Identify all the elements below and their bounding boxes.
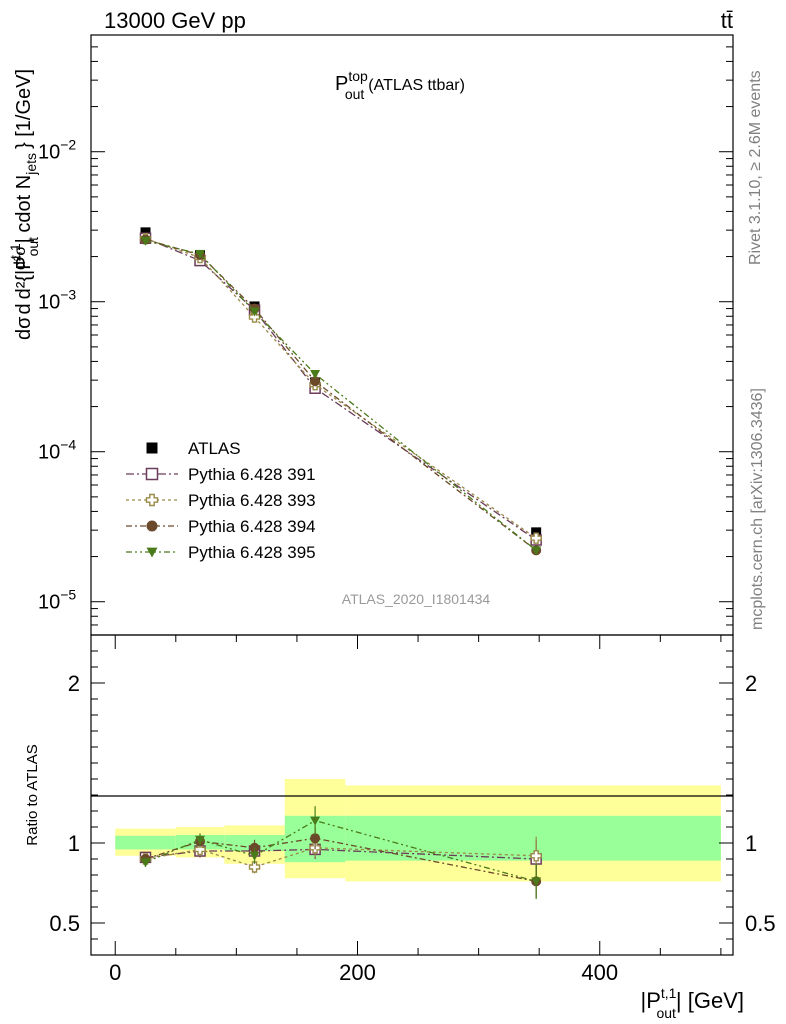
energy-label: 13000 GeV pp <box>104 8 246 33</box>
x-tick-label: 400 <box>581 960 618 985</box>
main-series-4 <box>140 236 542 556</box>
legend-entry: Pythia 6.428 394 <box>126 517 316 536</box>
main-data-point <box>310 376 321 387</box>
main-series-line <box>145 238 537 551</box>
main-data-point <box>140 236 151 246</box>
legend-entry: Pythia 6.428 393 <box>126 491 316 510</box>
main-y-tick-label: 10−2 <box>38 137 76 164</box>
ratio-series-line <box>145 847 537 868</box>
ratio-y-tick-label-right: 2 <box>745 671 757 696</box>
legend-label: ATLAS <box>188 439 241 458</box>
legend-label: Pythia 6.428 393 <box>188 491 316 510</box>
legend-label: Pythia 6.428 394 <box>188 517 316 536</box>
main-data-point <box>531 527 542 538</box>
ratio-series-3 <box>140 806 542 899</box>
legend-marker <box>145 467 159 481</box>
legend-marker <box>146 442 158 454</box>
ratio-y-tick-label-left: 2 <box>68 671 80 696</box>
legend-marker <box>146 520 158 532</box>
ratio-data-point <box>248 861 261 873</box>
ratio-data-point <box>530 850 542 862</box>
ratio-panel: Ratio to ATLAS 0.5 0.5 1 1 2 2 0 200 400 |Pt,1 ou… <box>24 634 776 1021</box>
main-y-tick-label: 10−4 <box>38 437 76 464</box>
ratio-tick-labels: 0.5 0.5 1 1 2 2 0 200 400 <box>49 671 775 985</box>
main-data-point <box>195 250 206 260</box>
ratio-data-point <box>531 877 542 887</box>
main-data-point <box>140 227 151 238</box>
main-data-point <box>249 307 260 317</box>
legend-marker <box>145 493 159 507</box>
ratio-y-tick-label-right: 1 <box>745 831 757 856</box>
main-data-point <box>530 532 542 544</box>
x-tick-label: 0 <box>109 960 121 985</box>
ratio-uncertainty-bands <box>115 779 721 882</box>
main-y-tick-label: 10−3 <box>38 287 76 314</box>
main-y-tick-labels: 10−2 10−3 10−4 10−5 <box>38 137 76 614</box>
x-axis-label: |Pt,1 out| [GeV] <box>640 985 744 1021</box>
main-data-point <box>531 546 542 556</box>
main-axis-ticks <box>91 34 733 636</box>
main-panel: 10−2 10−3 10−4 10−5 Ptop out (ATLAS ttbar) AT… <box>7 34 734 636</box>
main-title: Ptop out (ATLAS ttbar) <box>335 68 465 102</box>
main-data-point <box>248 311 261 323</box>
mcplots-label: mcplots.cern.ch [arXiv:1306.3436] <box>749 388 766 630</box>
x-tick-label: 200 <box>339 960 376 985</box>
legend-entry: Pythia 6.428 395 <box>126 543 316 562</box>
ratio-data-point <box>310 816 321 826</box>
rivet-label: Rivet 3.1.10, ≥ 2.6M events <box>747 70 764 265</box>
ratio-data-point <box>310 833 321 844</box>
analysis-watermark: ATLAS_2020_I1801434 <box>342 591 491 607</box>
main-series-group <box>139 227 542 556</box>
legend: ATLAS Pythia 6.428 391 Pythia 6.428 393 Pyt… <box>126 439 316 562</box>
legend-entry: ATLAS <box>146 439 241 458</box>
ratio-data-point <box>249 851 260 861</box>
ratio-y-tick-label-left: 0.5 <box>49 911 80 936</box>
ratio-frame <box>90 634 734 956</box>
svg-text:dσdd²{|Poutt,1| cdot Njets} [1: dσdd²{|Poutt,1| cdot Njets} [1/GeV] <box>7 69 41 340</box>
legend-marker <box>146 547 158 558</box>
ratio-band-inner <box>115 835 176 850</box>
process-label: tt̄ <box>721 8 733 33</box>
legend-label: Pythia 6.428 395 <box>188 543 316 562</box>
ratio-y-axis-label: Ratio to ATLAS <box>24 744 41 845</box>
main-y-axis-label: dσdd²{|Poutt,1| cdot Njets} [1/GeV] d²σ <box>7 69 41 340</box>
svg-text:d²σ: d²σ <box>12 246 29 270</box>
ratio-data-point <box>140 858 151 868</box>
legend-entry: Pythia 6.428 391 <box>126 465 316 484</box>
main-data-point <box>310 369 321 379</box>
ratio-data-point <box>195 835 206 845</box>
ratio-data-point <box>194 843 206 856</box>
ratio-y-tick-label-right: 0.5 <box>745 911 776 936</box>
ratio-y-tick-label-left: 1 <box>68 831 80 856</box>
ratio-series-group <box>139 806 542 899</box>
main-y-tick-label: 10−5 <box>38 587 76 614</box>
legend-label: Pythia 6.428 391 <box>188 465 316 484</box>
